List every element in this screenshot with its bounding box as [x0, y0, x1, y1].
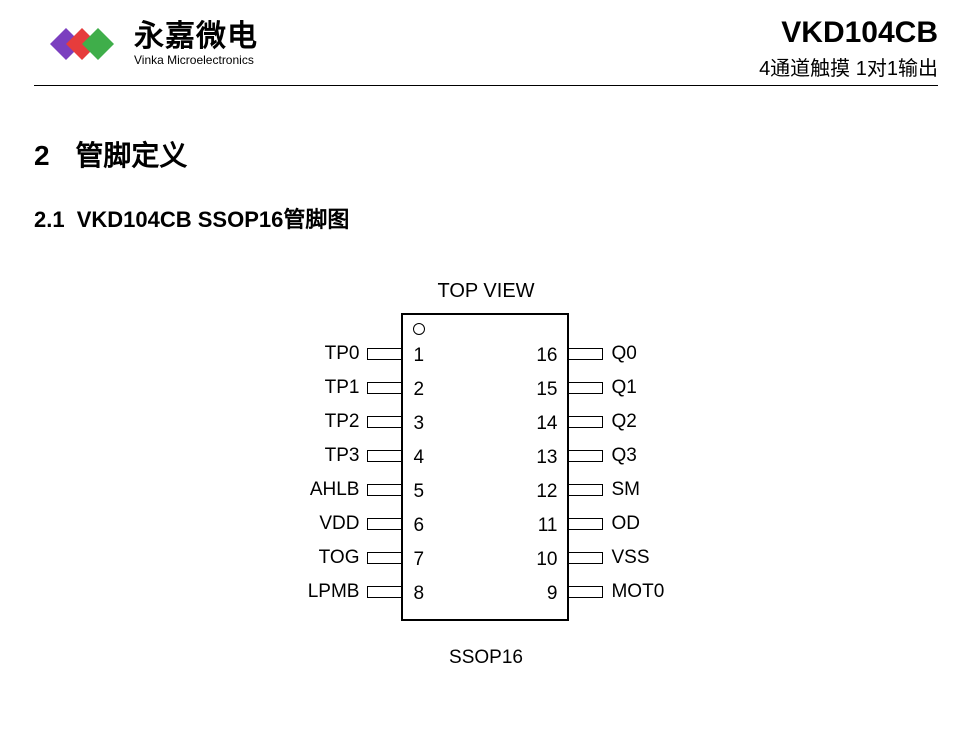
pin-number: 16 — [485, 345, 559, 367]
pin-label: Q1 — [611, 377, 636, 399]
pin-number-row: 413 — [411, 441, 559, 475]
pin-item: OD — [569, 507, 664, 541]
pin-item: VDD — [308, 507, 402, 541]
pin-number-row: 710 — [411, 543, 559, 577]
logo-text: 永嘉微电 Vinka Microelectronics — [134, 22, 258, 66]
pin-item: SM — [569, 473, 664, 507]
header-right: VKD104CB 4通道触摸 1对1输出 — [759, 16, 938, 81]
pin-number-row: 314 — [411, 407, 559, 441]
pin-label: VSS — [611, 547, 649, 569]
pin-number-row: 512 — [411, 475, 559, 509]
pin-number: 11 — [485, 515, 559, 537]
part-subtitle: 4通道触摸 1对1输出 — [759, 52, 938, 81]
subsection-title: VKD104CB SSOP16管脚图 — [77, 207, 350, 232]
pin-number: 7 — [411, 549, 485, 571]
pin-label: AHLB — [310, 479, 360, 501]
pin-stub — [367, 450, 401, 462]
pin-stub — [367, 552, 401, 564]
pin-item: VSS — [569, 541, 664, 575]
pin-stub — [569, 484, 603, 496]
pin-label: TP1 — [325, 377, 360, 399]
pin-label: MOT0 — [611, 581, 664, 603]
logo-cn: 永嘉微电 — [134, 22, 258, 52]
pin-stub — [569, 450, 603, 462]
left-pin-column: TP0 TP1 TP2 TP3 AHLB VDD TOG LPMB — [308, 313, 402, 621]
pin-number: 14 — [485, 413, 559, 435]
pin-item: TOG — [308, 541, 402, 575]
right-pin-column: Q0 Q1 Q2 Q3 SM OD VSS MOT0 — [569, 313, 664, 621]
pin-item: Q0 — [569, 337, 664, 371]
pin1-dot-icon — [413, 323, 425, 335]
pin-number: 13 — [485, 447, 559, 469]
pin-stub — [569, 586, 603, 598]
pin-label: Q3 — [611, 445, 636, 467]
pin-number: 1 — [411, 345, 485, 367]
pin-label: TP0 — [325, 343, 360, 365]
section-heading: 2 管脚定义 — [34, 134, 938, 174]
pin-stub — [569, 552, 603, 564]
section-title: 管脚定义 — [75, 140, 187, 171]
pin-label: OD — [611, 513, 640, 535]
pin-number-row: 611 — [411, 509, 559, 543]
pin-item: Q3 — [569, 439, 664, 473]
page-header: 永嘉微电 Vinka Microelectronics VKD104CB 4通道… — [34, 16, 938, 86]
pin-label: VDD — [319, 513, 359, 535]
pin-number: 10 — [485, 549, 559, 571]
pin-item: Q2 — [569, 405, 664, 439]
package-label: SSOP16 — [236, 647, 736, 669]
pin-number: 2 — [411, 379, 485, 401]
pin-item: TP3 — [308, 439, 402, 473]
logo-icon — [34, 16, 130, 72]
pin-item: TP1 — [308, 371, 402, 405]
pin-stub — [367, 416, 401, 428]
pin-item: LPMB — [308, 575, 402, 609]
chip-body: 11621531441351261171089 — [401, 313, 569, 621]
part-number: VKD104CB — [759, 16, 938, 50]
pin-label: TOG — [319, 547, 360, 569]
subsection-number: 2.1 — [34, 207, 65, 232]
pin-number-row: 215 — [411, 373, 559, 407]
pin-number: 6 — [411, 515, 485, 537]
pin-stub — [367, 348, 401, 360]
pin-stub — [367, 382, 401, 394]
pin-number: 9 — [485, 583, 559, 605]
pin-item: MOT0 — [569, 575, 664, 609]
pin-label: TP2 — [325, 411, 360, 433]
page: 永嘉微电 Vinka Microelectronics VKD104CB 4通道… — [0, 0, 972, 699]
pin-item: AHLB — [308, 473, 402, 507]
top-view-label: TOP VIEW — [236, 280, 736, 303]
company-logo: 永嘉微电 Vinka Microelectronics — [34, 16, 258, 72]
pin-label: LPMB — [308, 581, 360, 603]
pin-number: 8 — [411, 583, 485, 605]
pin-label: SM — [611, 479, 640, 501]
pin-stub — [367, 518, 401, 530]
pin-number: 4 — [411, 447, 485, 469]
pin-number: 15 — [485, 379, 559, 401]
section-number: 2 — [34, 140, 50, 171]
pin-number-row: 89 — [411, 577, 559, 611]
pin-stub — [367, 586, 401, 598]
pin-stub — [569, 518, 603, 530]
pin-number: 5 — [411, 481, 485, 503]
pin-number-row: 116 — [411, 339, 559, 373]
pin-number: 12 — [485, 481, 559, 503]
pin-item: TP0 — [308, 337, 402, 371]
pin-item: TP2 — [308, 405, 402, 439]
subsection-heading: 2.1 VKD104CB SSOP16管脚图 — [34, 202, 938, 234]
pin-stub — [569, 382, 603, 394]
pin-stub — [569, 416, 603, 428]
pinout-diagram: TOP VIEW TP0TP1TP2TP3AHLBVDDTOGLPMB 1162… — [34, 280, 938, 669]
pin-stub — [569, 348, 603, 360]
pin-label: Q0 — [611, 343, 636, 365]
pin-number: 3 — [411, 413, 485, 435]
logo-en: Vinka Microelectronics — [134, 54, 258, 66]
pin-item: Q1 — [569, 371, 664, 405]
pin-stub — [367, 484, 401, 496]
pin-label: Q2 — [611, 411, 636, 433]
pin-label: TP3 — [325, 445, 360, 467]
